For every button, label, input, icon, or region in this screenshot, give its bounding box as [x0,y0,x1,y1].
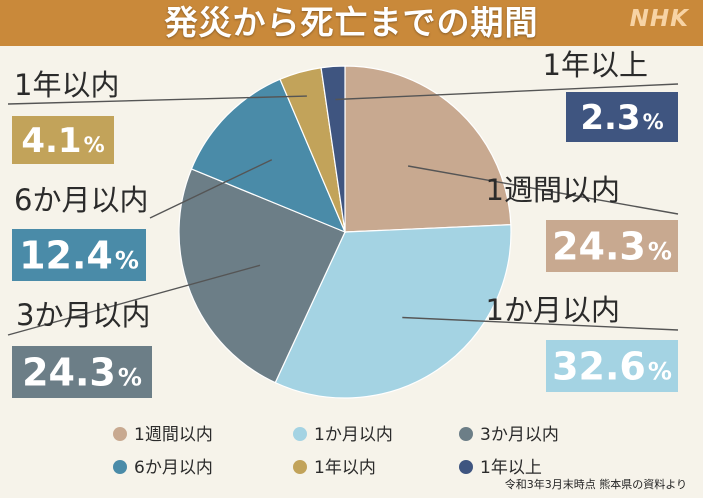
value-box [12,229,146,281]
title-banner [0,0,703,46]
legend-label: 6か月以内 [134,458,213,478]
value-box [12,116,114,164]
legend-marker [459,460,473,474]
legend-marker [293,460,307,474]
pie-slice [178,168,346,384]
legend-label: 1年以内 [314,458,376,478]
chart-title: 発災から死亡までの期間 [164,3,539,42]
value-box [566,92,678,142]
callout-line [149,159,273,219]
category-label: 1年以上 [543,48,648,82]
value-box [546,340,678,392]
legend-label: 1週間以内 [134,425,213,445]
pie-slice [190,78,347,234]
callout-line [7,264,261,336]
pie-slice [344,65,512,233]
legend-marker [113,460,127,474]
pie-slice [320,65,346,233]
legend-marker [293,427,307,441]
legend-label: 3か月以内 [480,425,559,445]
callout-line [335,83,679,101]
category-label: 6か月以内 [14,183,148,217]
category-label: 1週間以内 [486,173,620,207]
source-note: 令和3年3月末時点 熊本県の資料より [504,478,687,491]
legend-label: 1か月以内 [314,425,393,445]
callout-line [407,165,679,215]
legend-marker [459,427,473,441]
category-label: 1年以内 [14,68,119,102]
callout-line [402,316,679,331]
legend-marker [113,427,127,441]
value-box [12,346,152,398]
nhk-logo: NHK [629,6,689,32]
callout-line [7,95,307,105]
category-label: 1か月以内 [486,293,620,327]
value-box [546,220,678,272]
category-label: 3か月以内 [16,298,150,332]
pie-slice [274,224,512,399]
legend-label: 1年以上 [480,458,542,478]
